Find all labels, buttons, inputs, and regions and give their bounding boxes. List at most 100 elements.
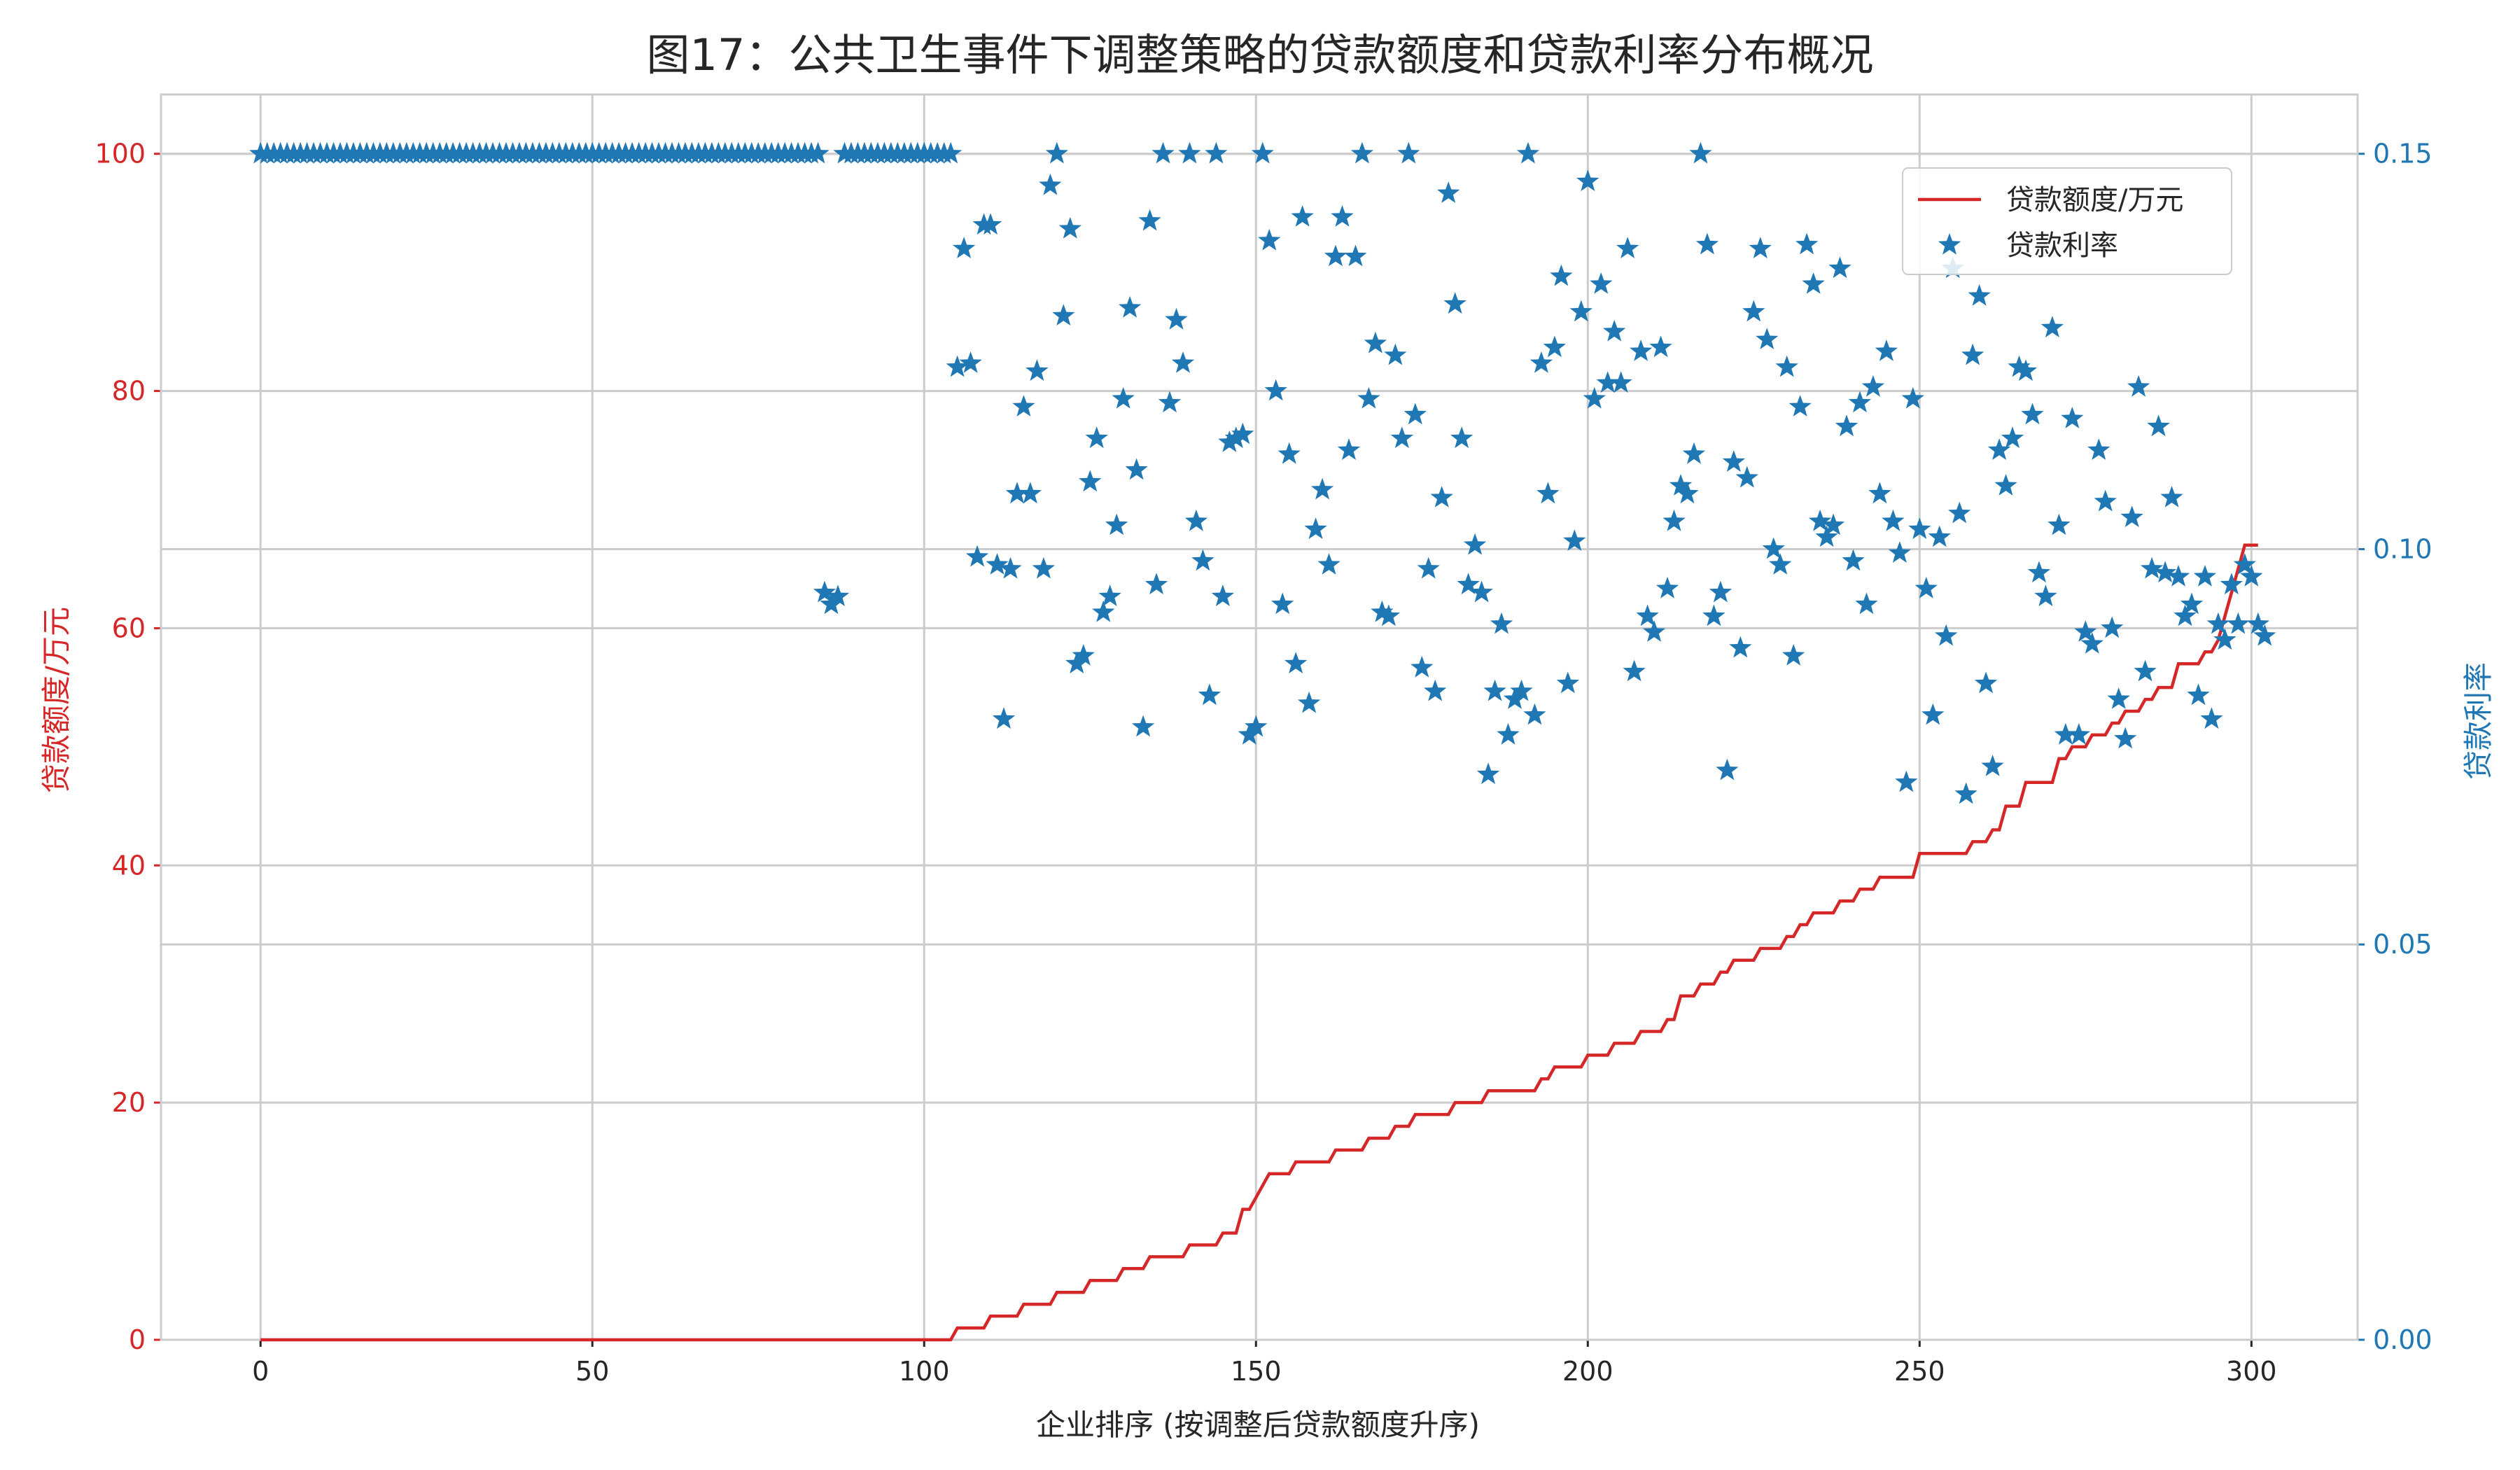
rate-point [1702,604,1726,626]
rate-point [1039,173,1062,195]
rate-point [1105,513,1128,536]
rate-point [965,545,989,567]
rate-point [1384,343,1407,365]
rate-point [1530,351,1553,373]
rate-point [1888,541,1911,563]
rate-point [1457,573,1480,595]
rate-point [1569,300,1592,322]
rate-point [2074,620,2097,642]
rate-point [1669,474,1693,496]
rate-point [2193,565,2217,587]
rate-point [1662,509,1686,531]
rate-point [1868,482,1891,504]
rate-point [2187,683,2210,706]
rate-point [1218,430,1241,452]
rate-point [1018,482,1042,504]
rate-point [2166,565,2190,587]
legend-rate-label: 贷款利率 [2006,230,2118,262]
rate-point [1848,391,1872,413]
rate-point [1875,340,1898,361]
rate-point [1424,679,1447,701]
legend-box [1902,167,2232,275]
rate-point [1397,141,1420,164]
rate-point [1271,592,1294,615]
rate-point [1828,256,1851,279]
legend-rate-swatch [1938,233,1961,255]
rate-point [1026,359,1049,382]
rate-point [1497,722,1520,745]
y-right-tick-label: 0.05 [2373,929,2432,960]
rate-point [1178,141,1201,164]
rate-point [1258,229,1281,251]
rate-point [1756,328,1779,349]
x-tick-label: 0 [252,1356,269,1387]
rate-point [1165,307,1188,330]
rate-point [1656,577,1679,598]
rate-point [1821,513,1845,536]
rate-point [1324,244,1348,267]
rate-point [820,592,843,615]
rate-point [1921,703,1945,725]
rate-series [249,141,2276,804]
plot-frame [160,93,2359,1341]
rate-point [979,213,1002,235]
rate-point [1310,477,1334,500]
rate-point [1954,782,1977,804]
rate-point [1788,395,1812,416]
rate-point [1085,426,1108,449]
rate-point [2014,359,2038,382]
rate-point [1603,319,1626,342]
rate-point [1158,391,1182,413]
rate-point [1205,141,1228,164]
rate-point [1583,386,1606,409]
rate-point [1304,517,1327,539]
rate-point [1994,474,2017,496]
chart-title: 图17：公共卫生事件下调整策略的贷款额度和贷款利率分布概况 [647,29,1874,80]
y-left-tick-label: 80 [112,376,146,407]
rate-point [2034,584,2057,606]
rate-point [2001,426,2024,449]
rate-point [1284,652,1308,673]
rate-point [1112,386,1135,409]
rate-point [1974,671,1998,694]
rate-point [2127,374,2150,397]
rate-point [1331,205,1354,227]
rate-point [953,237,976,258]
x-axis-label: 企业排序 (按调整后贷款额度升序) [1036,1408,1480,1442]
amount-series [260,543,2258,1342]
rate-point [1808,509,1832,531]
rate-point [1961,343,1984,365]
rate-point [992,707,1016,729]
y-right-tick-label: 0.10 [2373,533,2432,564]
rate-point [1317,553,1340,575]
x-tick-label: 150 [1231,1356,1282,1387]
rate-point [1470,580,1493,603]
rate-point [2080,632,2104,654]
rate-point [1914,577,1938,598]
rate-point [1623,659,1646,682]
rate-point [2227,612,2250,634]
rate-point [1815,525,1838,547]
rate-point [1769,553,1792,575]
rate-point [1291,205,1314,227]
axes: 0 50 100 150 200 250 300 0 20 40 60 80 100 0.00 0.05 0.… [94,93,2432,1387]
rate-point [1716,758,1739,780]
rate-point [1483,679,1506,701]
rate-point [1523,703,1546,725]
rate-point [1032,556,1056,579]
rate-point [1742,300,1765,322]
rate-point [2153,561,2177,583]
rate-point [1371,600,1394,622]
rate-point [1928,525,1951,547]
rate-point [1882,509,1905,531]
rate-point [1476,762,1500,785]
x-tick-label: 300 [2226,1356,2277,1387]
x-tick-label: 250 [1894,1356,1945,1387]
rate-point [1695,232,1719,255]
rate-point [1735,465,1758,488]
rate-point [1138,209,1161,231]
rate-point [1729,636,1752,658]
rate-point [1835,414,1858,437]
